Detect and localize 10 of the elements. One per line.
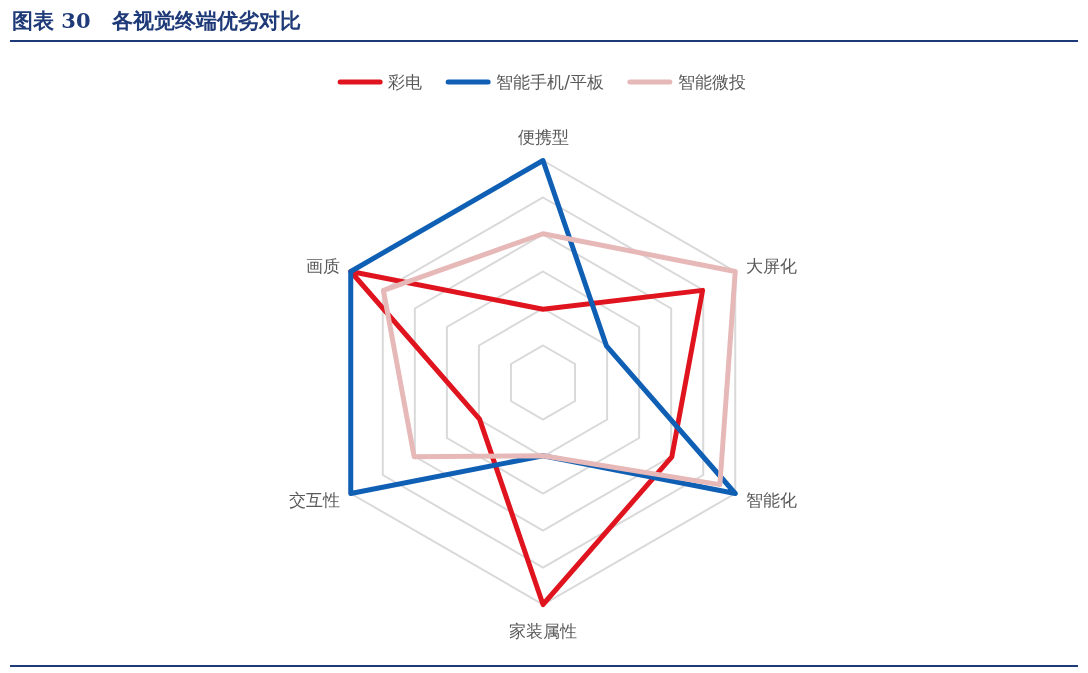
- category: 画质: [306, 255, 341, 276]
- category: 家装属性: [509, 620, 577, 641]
- legend-label: 智能手机/平板: [496, 72, 604, 92]
- category: 大屏化: [745, 255, 797, 276]
- category: 智能化: [745, 489, 797, 510]
- legend-label: 智能微投: [677, 72, 746, 92]
- category: 便携型: [517, 126, 569, 147]
- legend-label: 彩电: [388, 72, 423, 92]
- chart-title: 图表 30 各视觉终端优劣对比: [12, 8, 301, 33]
- category: 交互性: [289, 489, 341, 510]
